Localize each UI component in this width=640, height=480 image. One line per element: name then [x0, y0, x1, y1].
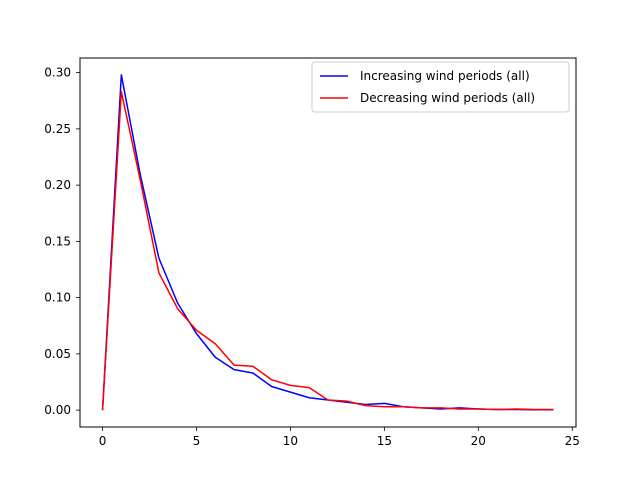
legend-label-decreasing: Decreasing wind periods (all): [360, 91, 535, 105]
series-line-increasing: [101, 74, 554, 411]
x-tick-label: 0: [99, 434, 107, 448]
y-tick-label: 0.00: [44, 403, 71, 417]
y-axis: 0.00 0.05 0.10 0.15 0.20 0.25 0.30: [44, 66, 80, 417]
x-tick-label: 15: [377, 434, 392, 448]
legend-box: [311, 61, 570, 113]
x-tick-label: 10: [283, 434, 298, 448]
legend: Increasing wind periods (all) Decreasing…: [311, 61, 570, 113]
x-tick-label: 5: [193, 434, 201, 448]
plot-lines: [101, 74, 554, 411]
x-tick-label: 25: [565, 434, 580, 448]
y-tick-label: 0.10: [44, 291, 71, 305]
legend-label-increasing: Increasing wind periods (all): [360, 69, 530, 83]
x-axis: 0 5 10 15 20 25: [99, 427, 580, 448]
plot-frame: [79, 57, 577, 428]
y-tick-label: 0.05: [44, 347, 71, 361]
y-tick-label: 0.30: [44, 66, 71, 80]
y-tick-label: 0.25: [44, 122, 71, 136]
y-tick-label: 0.15: [44, 234, 71, 248]
series-line-decreasing: [101, 91, 554, 411]
x-tick-label: 20: [471, 434, 486, 448]
y-tick-label: 0.20: [44, 178, 71, 192]
